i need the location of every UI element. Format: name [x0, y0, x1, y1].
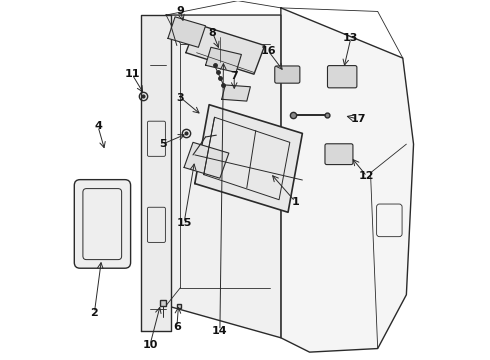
- Polygon shape: [186, 24, 265, 74]
- Text: 6: 6: [173, 322, 181, 332]
- Text: 2: 2: [91, 308, 98, 318]
- Polygon shape: [141, 15, 171, 330]
- Text: 5: 5: [159, 139, 166, 149]
- FancyBboxPatch shape: [327, 66, 357, 88]
- Text: 3: 3: [176, 93, 184, 103]
- Polygon shape: [205, 47, 242, 72]
- Polygon shape: [168, 17, 205, 47]
- FancyBboxPatch shape: [325, 144, 353, 165]
- Text: 12: 12: [359, 171, 375, 181]
- Text: 13: 13: [343, 33, 359, 43]
- Text: 7: 7: [230, 71, 238, 81]
- Text: 17: 17: [350, 114, 366, 124]
- Text: 8: 8: [209, 28, 217, 38]
- Text: 10: 10: [142, 340, 158, 350]
- Text: 9: 9: [176, 6, 184, 17]
- Text: 16: 16: [261, 46, 276, 56]
- FancyBboxPatch shape: [74, 180, 131, 268]
- FancyBboxPatch shape: [275, 66, 300, 83]
- Polygon shape: [221, 85, 250, 101]
- Text: 11: 11: [124, 69, 140, 79]
- Polygon shape: [166, 15, 281, 338]
- Polygon shape: [281, 8, 414, 352]
- Text: 1: 1: [292, 197, 299, 207]
- Text: 14: 14: [212, 325, 228, 336]
- Polygon shape: [195, 105, 302, 212]
- Text: 15: 15: [176, 218, 192, 228]
- Text: 4: 4: [94, 121, 102, 131]
- Polygon shape: [184, 142, 229, 178]
